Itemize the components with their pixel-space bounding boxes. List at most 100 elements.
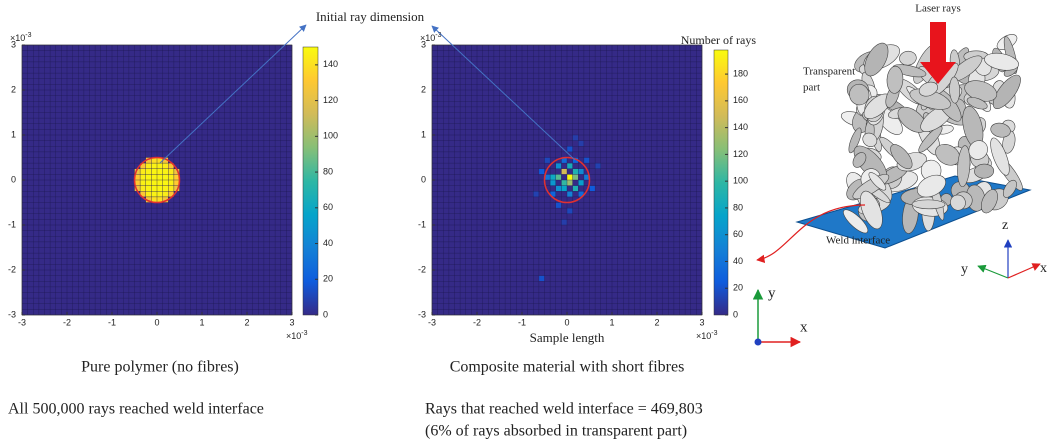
y-tick-label: 3 bbox=[421, 39, 426, 49]
fibre bbox=[974, 163, 995, 179]
fibre bbox=[990, 137, 1010, 176]
heat-cell bbox=[140, 174, 146, 180]
heat-cell bbox=[561, 157, 567, 164]
fibre bbox=[860, 190, 883, 230]
fibre bbox=[899, 50, 917, 66]
multiplier-exp: -3 bbox=[711, 330, 717, 337]
caption-note: Rays that reached weld interface = 469,8… bbox=[425, 401, 703, 418]
fibre bbox=[886, 65, 904, 94]
y-tick-label: 2 bbox=[421, 84, 426, 94]
heat-cell bbox=[145, 163, 152, 169]
y-tick-label: 0 bbox=[421, 174, 426, 184]
annotation-arrow bbox=[431, 25, 576, 161]
colorbar-label: Number of rays bbox=[681, 33, 757, 47]
heat-cell bbox=[538, 275, 545, 282]
y-tick-label: 0 bbox=[11, 174, 16, 184]
heat-cell bbox=[173, 180, 180, 186]
fibre bbox=[918, 81, 939, 97]
heat-cell bbox=[168, 168, 174, 175]
fibre bbox=[980, 189, 998, 214]
fibre bbox=[911, 199, 946, 210]
colorbar-tick-label: 40 bbox=[323, 238, 333, 248]
y-tick-label: -3 bbox=[418, 309, 426, 319]
annotation: Initial ray dimension bbox=[316, 9, 425, 24]
heat-cell bbox=[168, 174, 174, 180]
colorbar-tick-label: 140 bbox=[323, 59, 338, 69]
heat-cell bbox=[567, 174, 573, 180]
fibre-render: Laser rays Transparent part Weld interfa… bbox=[756, 3, 1047, 279]
fibre bbox=[849, 83, 870, 106]
multiplier-base: ×10 bbox=[10, 33, 25, 43]
axis-label: x bbox=[800, 319, 808, 335]
heat-cell bbox=[157, 196, 163, 203]
heat-cell bbox=[145, 180, 152, 186]
overlay: Initial ray dimension y x bbox=[133, 9, 808, 348]
heat-cell bbox=[173, 168, 180, 175]
colorbar-tick-label: 80 bbox=[733, 202, 743, 212]
heat-cell bbox=[151, 163, 157, 169]
heat-cell bbox=[145, 185, 152, 192]
plot-frame bbox=[21, 44, 293, 316]
multiplier-base: ×10 bbox=[286, 331, 301, 341]
x-tick-label: 0 bbox=[564, 317, 569, 327]
heat-cell bbox=[157, 174, 163, 180]
colorbar-tick-label: 0 bbox=[323, 309, 328, 319]
heat-cell bbox=[151, 191, 157, 197]
fibre bbox=[992, 74, 1021, 109]
heat-cell bbox=[162, 168, 169, 175]
heat-cell bbox=[162, 191, 169, 197]
heat-cell bbox=[157, 163, 163, 169]
heat-cell bbox=[578, 180, 584, 186]
heatmap: -3 -2 -1 0 1 2 3-3-2-10123×10-3×10-30204060801… bbox=[8, 32, 338, 418]
caption: Composite material with short fibres bbox=[450, 359, 685, 376]
y-tick-label: 2 bbox=[11, 84, 16, 94]
fibre bbox=[868, 172, 887, 191]
x-tick-label: -2 bbox=[473, 317, 481, 327]
heat-cell bbox=[134, 185, 141, 192]
heat-cell bbox=[555, 185, 562, 192]
x-tick-label: -3 bbox=[18, 317, 26, 327]
plots: -3 -2 -1 0 1 2 3-3-2-10123×10-3×10-30204060801… bbox=[8, 32, 756, 440]
axis-label: z bbox=[1002, 218, 1008, 233]
x-tick-label: -3 bbox=[428, 317, 436, 327]
heat-cell bbox=[140, 185, 146, 192]
colorbar-tick-label: 120 bbox=[733, 149, 748, 159]
caption: Pure polymer (no fibres) bbox=[81, 359, 239, 376]
heat-cell bbox=[157, 157, 163, 164]
axis-arrow bbox=[1007, 263, 1041, 279]
fibre bbox=[890, 144, 913, 170]
heat-cell bbox=[595, 163, 601, 169]
heat-cell bbox=[550, 191, 556, 197]
fibre bbox=[848, 127, 862, 154]
heat-cell bbox=[567, 180, 573, 186]
y-tick-label: -3 bbox=[8, 309, 16, 319]
colorbar bbox=[302, 46, 319, 316]
axis-multiplier: ×10-3 bbox=[696, 330, 718, 342]
heat-cell bbox=[162, 163, 169, 169]
heat-cell bbox=[567, 163, 573, 169]
heat-cell bbox=[162, 174, 169, 180]
axis-multiplier: ×10-3 bbox=[10, 32, 32, 44]
colorbar-tick-label: 80 bbox=[323, 166, 333, 176]
x-tick-label: 1 bbox=[609, 317, 614, 327]
heat-cell bbox=[162, 180, 169, 186]
heat-cell bbox=[134, 180, 141, 186]
plot-frame bbox=[431, 44, 703, 316]
heat-cell bbox=[151, 180, 157, 186]
heat-cell bbox=[134, 174, 141, 180]
heat-cell bbox=[583, 157, 590, 164]
heat-cell bbox=[145, 168, 152, 175]
fibre bbox=[968, 140, 988, 160]
colorbar-tick-label: 160 bbox=[733, 95, 748, 105]
x-tick-label: -1 bbox=[108, 317, 116, 327]
x-axis-label: Sample length bbox=[530, 330, 605, 345]
colorbar-tick-label: 60 bbox=[323, 202, 333, 212]
x-tick-label: 1 bbox=[199, 317, 204, 327]
initial-ray-ring bbox=[543, 156, 591, 204]
multiplier-base: ×10 bbox=[420, 33, 435, 43]
fibre bbox=[862, 132, 878, 147]
heat-cell bbox=[140, 180, 146, 186]
heat-cell bbox=[533, 191, 539, 197]
laser-arrow bbox=[920, 22, 956, 84]
heat-cell bbox=[134, 168, 141, 175]
